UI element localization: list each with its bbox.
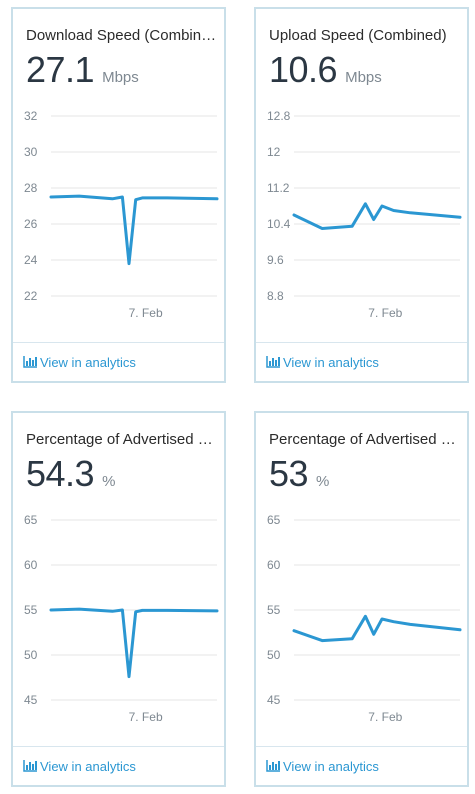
y-tick-label: 10.4	[267, 217, 291, 231]
card-title: Upload Speed (Combined)	[269, 27, 447, 44]
link-label: View in analytics	[283, 354, 379, 370]
card-percent-advertised-download: Percentage of Advertised Download Speed …	[11, 411, 226, 787]
metric: 10.6 Mbps	[269, 49, 382, 91]
metric-unit: Mbps	[102, 69, 139, 86]
metric-value: 54.3	[26, 453, 95, 494]
x-tick-label: 7. Feb	[368, 710, 402, 724]
y-tick-label: 60	[24, 558, 38, 572]
x-tick-label: 7. Feb	[368, 306, 402, 320]
line-chart: 65 60 55 50 45 7. Feb	[267, 513, 462, 724]
view-in-analytics-link[interactable]: View in analytics	[13, 342, 224, 381]
metric-value: 53	[269, 453, 309, 494]
bar-chart-icon	[266, 356, 280, 368]
y-tick-label: 55	[24, 603, 38, 617]
metric-value: 27.1	[26, 49, 95, 90]
line-chart: 65 60 55 50 45 7. Feb	[24, 513, 219, 724]
y-tick-label: 45	[24, 693, 38, 707]
y-tick-label: 32	[24, 109, 38, 123]
y-tick-label: 12.8	[267, 109, 291, 123]
view-in-analytics-link[interactable]: View in analytics	[13, 746, 224, 785]
y-tick-label: 8.8	[267, 289, 284, 303]
metric: 54.3 %	[26, 453, 115, 495]
metric: 53 %	[269, 453, 329, 495]
line-chart: 32 30 28 26 24 22 7. Feb	[24, 109, 219, 320]
metric-unit: Mbps	[345, 69, 382, 86]
bar-chart-icon	[23, 760, 37, 772]
view-in-analytics-link[interactable]: View in analytics	[256, 342, 467, 381]
y-tick-label: 26	[24, 217, 38, 231]
link-label: View in analytics	[40, 354, 136, 370]
y-tick-label: 60	[267, 558, 281, 572]
metric-value: 10.6	[269, 49, 338, 90]
y-tick-label: 55	[267, 603, 281, 617]
series-line	[49, 194, 219, 266]
link-label: View in analytics	[283, 758, 379, 774]
x-tick-label: 7. Feb	[129, 306, 163, 320]
y-tick-label: 45	[267, 693, 281, 707]
metric-unit: %	[102, 473, 116, 490]
card-title: Percentage of Advertised Upload Speed	[269, 431, 461, 448]
card-upload-speed: Upload Speed (Combined) 10.6 Mbps 12.8 12…	[254, 7, 469, 383]
y-tick-label: 24	[24, 253, 38, 267]
view-in-analytics-link[interactable]: View in analytics	[256, 746, 467, 785]
bar-chart-icon	[23, 356, 37, 368]
card-title: Download Speed (Combined)	[26, 27, 218, 44]
y-tick-label: 65	[24, 513, 38, 527]
y-tick-label: 50	[24, 648, 38, 662]
series-line	[49, 607, 219, 679]
y-tick-label: 28	[24, 181, 38, 195]
bar-chart-icon	[266, 760, 280, 772]
series-line	[292, 614, 462, 643]
y-tick-label: 30	[24, 145, 38, 159]
metric: 27.1 Mbps	[26, 49, 139, 91]
x-tick-label: 7. Feb	[129, 710, 163, 724]
card-download-speed: Download Speed (Combined) 27.1 Mbps 32 30…	[11, 7, 226, 383]
y-tick-label: 50	[267, 648, 281, 662]
y-tick-label: 22	[24, 289, 38, 303]
y-tick-label: 11.2	[267, 181, 290, 195]
metric-unit: %	[316, 473, 330, 490]
card-percent-advertised-upload: Percentage of Advertised Upload Speed 53…	[254, 411, 469, 787]
y-tick-label: 65	[267, 513, 281, 527]
line-chart: 12.8 12 11.2 10.4 9.6 8.8 7. Feb	[267, 109, 462, 320]
y-tick-label: 12	[267, 145, 281, 159]
link-label: View in analytics	[40, 758, 136, 774]
card-title: Percentage of Advertised Download Speed	[26, 431, 218, 448]
series-line	[292, 202, 462, 230]
y-tick-label: 9.6	[267, 253, 284, 267]
